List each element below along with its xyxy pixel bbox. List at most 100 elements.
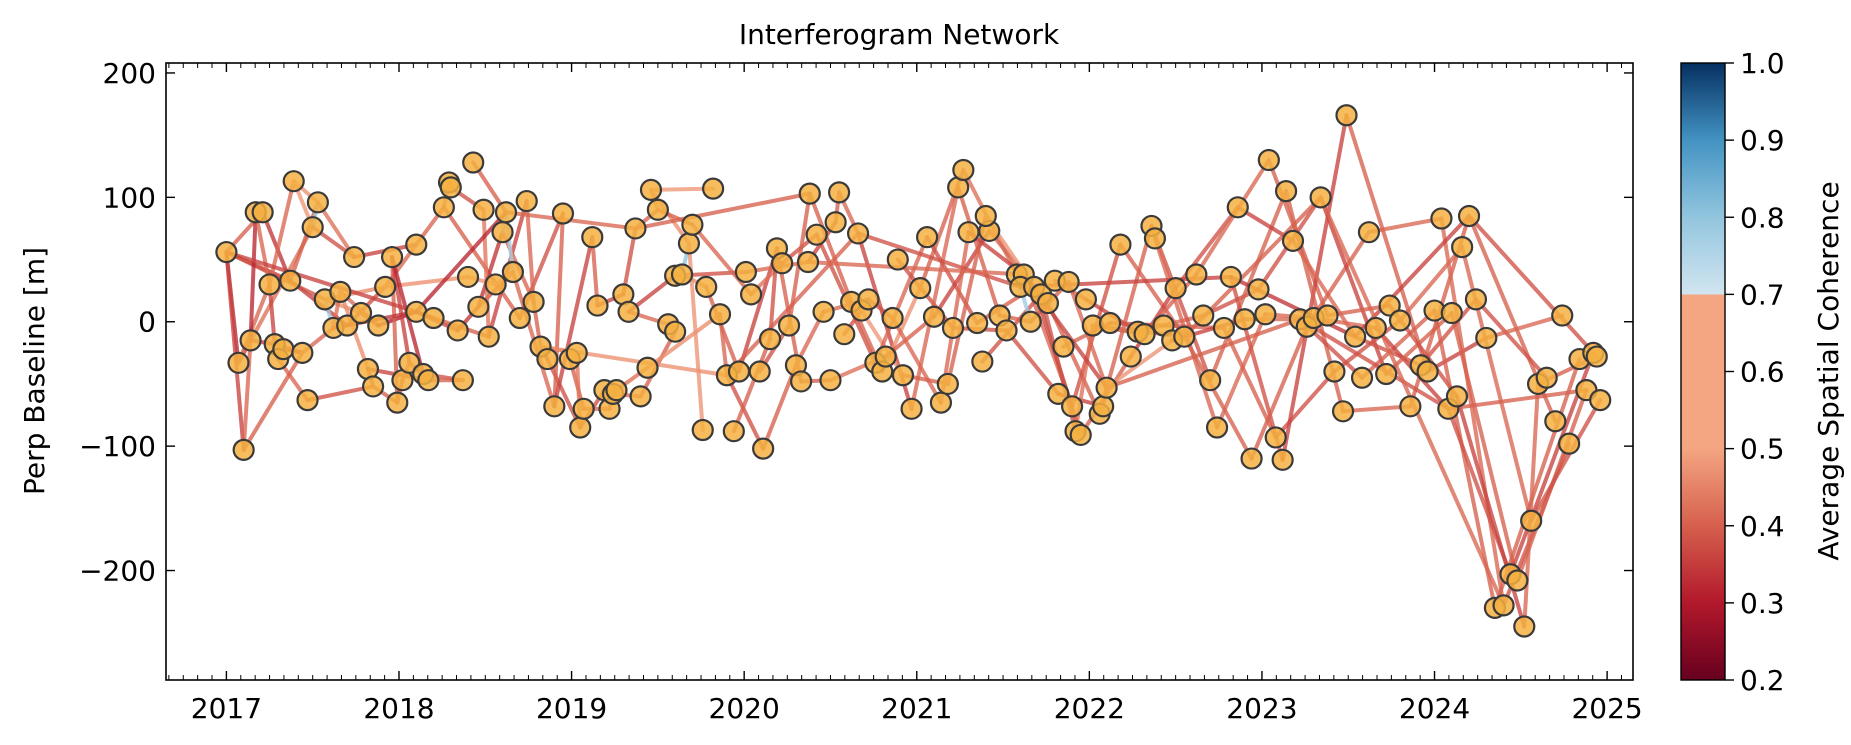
acquisition-point — [1143, 227, 1167, 250]
y-tick-label: −200 — [79, 555, 156, 588]
interferogram-edge — [552, 235, 595, 409]
interferogram-edge — [1194, 158, 1271, 277]
acquisition-point — [1350, 366, 1374, 389]
acquisition-point — [796, 250, 820, 274]
acquisition-point — [1069, 423, 1092, 447]
interferogram-edge — [1249, 324, 1309, 461]
acquisition-point — [874, 345, 897, 368]
acquisition-point — [846, 222, 870, 245]
acquisition-point — [891, 364, 915, 387]
interferogram-edge — [1341, 404, 1413, 414]
y-tick-label: 200 — [103, 57, 156, 90]
acquisition-point — [929, 391, 953, 414]
colorbar-tick-label: 0.3 — [1740, 587, 1785, 620]
colorbar-tick-label: 0.7 — [1740, 278, 1785, 311]
acquisition-point — [636, 356, 659, 379]
acquisition-point — [1506, 569, 1529, 592]
acquisition-point — [1109, 233, 1132, 256]
acquisition-point — [1388, 309, 1412, 332]
acquisition-point — [1057, 270, 1080, 294]
acquisition-point — [1052, 335, 1075, 358]
interferogram-edge — [1460, 245, 1534, 523]
acquisition-point — [1254, 303, 1277, 326]
acquisition-point — [329, 280, 352, 303]
x-tick-label: 2017 — [191, 692, 262, 725]
acquisition-point — [1095, 376, 1118, 399]
acquisition-point — [833, 323, 856, 346]
interferogram-edge — [1291, 238, 1358, 339]
colorbar-ticks: 1.0 0.9 0.8 0.7 0.6 0.5 0.4 0.3 0.2 — [1725, 47, 1785, 697]
acquisition-point — [1060, 395, 1084, 418]
interferogram-edge — [441, 205, 522, 321]
acquisition-point — [291, 341, 314, 364]
acquisition-point — [664, 320, 687, 343]
acquisition-point — [752, 437, 775, 460]
acquisition-point — [971, 350, 994, 373]
interferogram-edge — [909, 185, 961, 411]
acquisition-point — [974, 204, 997, 228]
acquisition-point — [367, 314, 390, 337]
y-tick-label: 0 — [138, 306, 156, 339]
acquisition-point — [1274, 180, 1298, 203]
acquisition-point — [282, 170, 305, 193]
acquisition-point — [451, 369, 474, 392]
acquisition-point — [501, 260, 525, 284]
acquisition-point — [936, 372, 959, 396]
acquisition-point — [522, 290, 545, 313]
interferogram-edge — [724, 231, 861, 378]
plot-frame — [165, 62, 1634, 681]
acquisition-point — [1271, 448, 1294, 471]
interferogram-edge — [690, 222, 754, 297]
acquisition-point — [386, 391, 409, 414]
acquisition-point — [258, 273, 281, 296]
acquisition-point — [605, 379, 628, 402]
interferogram-edge — [305, 384, 376, 403]
acquisition-point — [422, 306, 445, 330]
interferogram-edge — [1473, 297, 1549, 380]
acquisition-point — [543, 395, 566, 418]
interferogram-edge — [590, 235, 600, 308]
acquisition-point — [251, 201, 274, 224]
acquisition-point — [827, 181, 851, 204]
acquisition-point — [1019, 310, 1042, 333]
acquisition-point — [1281, 229, 1305, 252]
acquisition-point — [727, 360, 751, 383]
interferogram-edge — [552, 211, 565, 409]
x-tick-label: 2022 — [1054, 692, 1125, 725]
chart-title: Interferogram Network — [739, 18, 1060, 51]
interferogram-edge — [1332, 318, 1403, 374]
acquisition-point — [916, 226, 939, 249]
interferogram-edge — [945, 214, 988, 386]
acquisition-point — [1416, 360, 1439, 383]
acquisition-point — [374, 275, 397, 299]
interferogram-edge — [633, 191, 812, 231]
acquisition-point — [691, 418, 714, 442]
colorbar-tick-label: 1.0 — [1740, 47, 1785, 80]
interferogram-edge — [645, 312, 723, 370]
acquisition-point — [565, 341, 588, 364]
colorbar-tick-label: 0.2 — [1740, 664, 1785, 697]
acquisition-point — [494, 201, 518, 224]
acquisition-point — [306, 191, 329, 214]
acquisition-point — [336, 314, 359, 337]
interferogram-edge — [1484, 313, 1565, 340]
acquisition-point — [491, 221, 514, 244]
acquisition-point — [227, 351, 250, 374]
colorbar-tick-label: 0.5 — [1740, 433, 1785, 466]
acquisition-point — [581, 226, 604, 249]
interferogram-edge — [224, 250, 246, 452]
acquisition-point — [349, 301, 373, 325]
acquisition-point — [362, 375, 385, 398]
acquisition-point — [380, 245, 404, 269]
acquisition-point — [467, 295, 490, 318]
acquisition-point — [824, 211, 847, 234]
acquisition-point — [966, 311, 989, 335]
interferogram-edge — [414, 210, 508, 314]
y-tick-label: 100 — [103, 181, 156, 214]
acquisition-point — [624, 217, 647, 240]
acquisition-point — [909, 277, 932, 300]
interferogram-edge — [1004, 328, 1061, 396]
acquisition-point — [439, 176, 462, 199]
acquisition-point — [758, 328, 782, 351]
interferogram-edge — [890, 316, 943, 405]
